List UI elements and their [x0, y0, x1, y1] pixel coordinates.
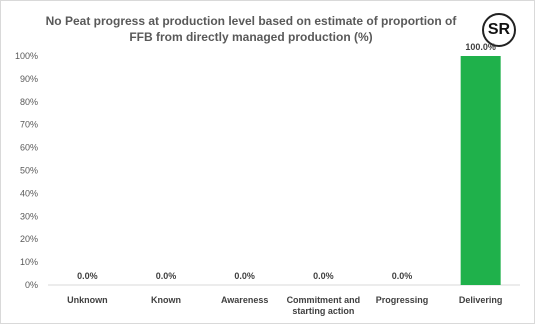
- y-tick-label: 0%: [25, 280, 38, 290]
- category-label: Known: [151, 295, 181, 305]
- y-tick-label: 40%: [20, 188, 38, 198]
- chart-title: No Peat progress at production level bas…: [41, 13, 461, 45]
- category-label: starting action: [292, 306, 354, 316]
- y-tick-label: 100%: [15, 51, 38, 61]
- y-tick-label: 30%: [20, 211, 38, 221]
- y-tick-label: 60%: [20, 143, 38, 153]
- bar: [460, 56, 501, 285]
- sr-logo: SR: [482, 13, 516, 47]
- category-label: Progressing: [376, 295, 429, 305]
- data-label: 0.0%: [156, 271, 177, 281]
- data-label: 0.0%: [392, 271, 413, 281]
- y-tick-label: 10%: [20, 257, 38, 267]
- y-tick-label: 70%: [20, 120, 38, 130]
- data-label: 0.0%: [313, 271, 334, 281]
- y-tick-label: 80%: [20, 97, 38, 107]
- data-label: 100.0%: [465, 42, 496, 52]
- category-label: Delivering: [459, 295, 503, 305]
- y-tick-label: 20%: [20, 234, 38, 244]
- y-tick-label: 50%: [20, 166, 38, 176]
- data-label: 0.0%: [77, 271, 98, 281]
- chart-title-line-1: No Peat progress at production level bas…: [45, 14, 457, 28]
- chart-title-line-2: FFB from directly managed production (%): [129, 30, 373, 44]
- y-tick-label: 90%: [20, 74, 38, 84]
- category-label: Awareness: [221, 295, 268, 305]
- category-label: Commitment and: [287, 295, 361, 305]
- category-label: Unknown: [67, 295, 108, 305]
- data-label: 0.0%: [234, 271, 255, 281]
